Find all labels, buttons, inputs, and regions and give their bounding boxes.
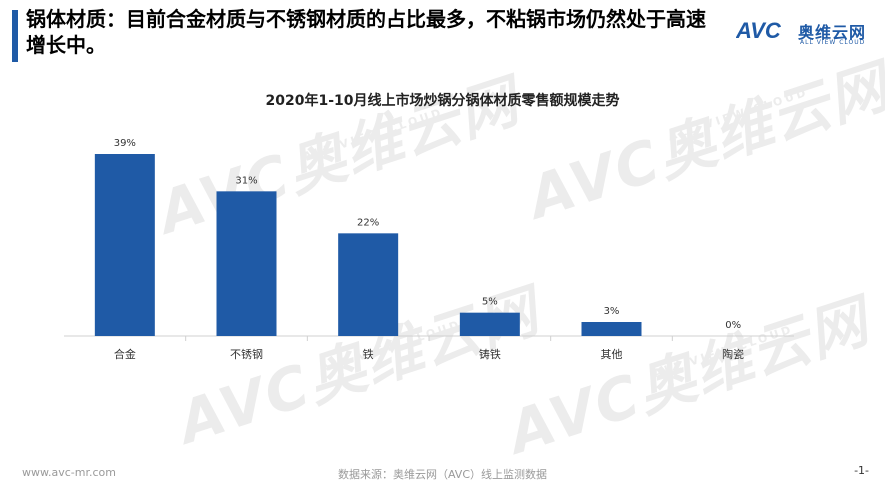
page-number: -1-: [854, 464, 869, 477]
title-accent-bar: [12, 10, 18, 62]
category-label-2: 铁: [363, 348, 374, 361]
data-label-2: 22%: [357, 217, 379, 228]
data-label-1: 31%: [235, 175, 257, 186]
category-label-3: 铸铁: [479, 347, 501, 361]
brand-logo: AVC 奥维云网 ALL VIEW CLOUD: [736, 14, 876, 50]
bar-4: [581, 322, 642, 336]
logo-text-cn: 奥维云网: [798, 23, 867, 42]
page-headline: 锅体材质：目前合金材质与不锈钢材质的占比最多，不粘锅市场仍然处于高速增长中。: [26, 7, 706, 57]
bar-0: [94, 154, 155, 336]
bar-3: [459, 312, 520, 336]
data-label-4: 3%: [604, 306, 620, 317]
data-label-3: 5%: [482, 297, 498, 308]
data-label-5: 0%: [725, 320, 741, 331]
category-label-1: 不锈钢: [230, 348, 263, 361]
logo-text-en: ALL VIEW CLOUD: [800, 39, 866, 46]
svg-text:AVC: AVC: [736, 18, 782, 42]
category-label-5: 陶瓷: [722, 347, 744, 361]
avc-logo-icon: AVC: [736, 18, 782, 42]
chart-title: 2020年1-10月线上市场炒锅分锅体材质零售额规模走势: [265, 93, 620, 109]
category-label-0: 合金: [114, 347, 136, 361]
footer-data-source: 数据来源：奥维云网（AVC）线上监测数据: [337, 468, 548, 481]
data-label-0: 39%: [114, 138, 136, 149]
footer-website: www.avc-mr.com: [22, 466, 116, 479]
bar-2: [338, 233, 399, 336]
category-label-4: 其他: [601, 348, 623, 361]
bar-1: [216, 191, 277, 336]
